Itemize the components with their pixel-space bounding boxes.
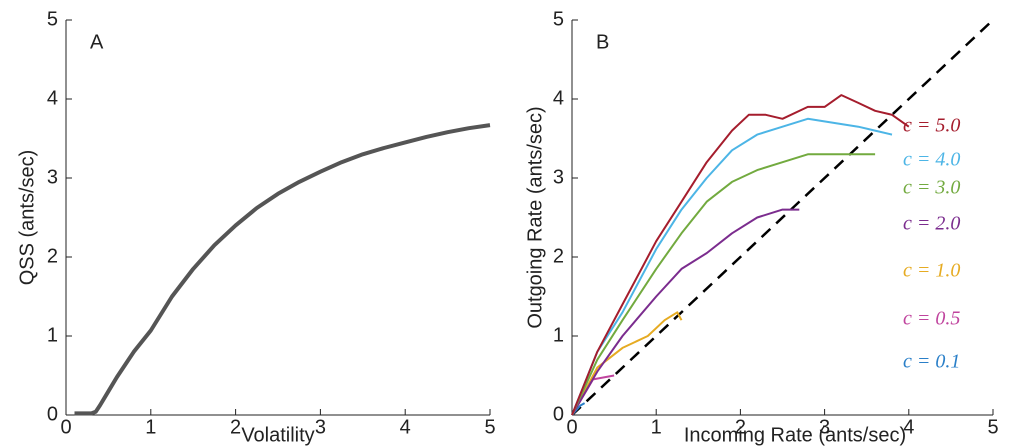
legend-label: c = 4.0 — [903, 149, 960, 171]
y-tick-label: 2 — [553, 245, 564, 267]
y-axis-label: QSS (ants/sec) — [16, 150, 38, 286]
x-tick-label: 3 — [315, 416, 326, 438]
line — [571, 94, 910, 416]
legend-label: c = 0.1 — [903, 351, 960, 373]
panel-label: A — [90, 31, 104, 53]
y-tick-label: 3 — [47, 166, 58, 188]
y-tick-label: 2 — [47, 245, 58, 267]
x-tick-label: 1 — [651, 416, 662, 438]
y-tick-label: 3 — [553, 166, 564, 188]
line — [571, 208, 800, 416]
line — [571, 117, 893, 416]
x-tick-label: 0 — [60, 416, 71, 438]
x-tick-label: 1 — [145, 416, 156, 438]
legend-label: c = 0.5 — [903, 308, 960, 330]
y-tick-label: 4 — [47, 87, 58, 109]
panel-label: B — [596, 31, 609, 53]
x-tick-label: 2 — [230, 416, 241, 438]
x-tick-label: 0 — [566, 416, 577, 438]
line — [571, 153, 876, 416]
y-tick-label: 0 — [47, 403, 58, 425]
x-tick-label: 4 — [903, 416, 914, 438]
y-axis-label: Outgoing Rate (ants/sec) — [524, 106, 546, 328]
x-tick-label: 3 — [819, 416, 830, 438]
x-axis-label: Volatility — [241, 424, 314, 446]
x-tick-label: 4 — [400, 416, 411, 438]
legend-label: c = 3.0 — [903, 177, 960, 199]
legend-label: c = 2.0 — [903, 213, 960, 235]
legend-label: c = 5.0 — [903, 115, 960, 137]
y-tick-label: 4 — [553, 87, 564, 109]
x-axis-label: Incoming Rate (ants/sec) — [684, 424, 906, 446]
legend-label: c = 1.0 — [903, 260, 960, 282]
line — [74, 123, 491, 416]
x-tick-label: 5 — [987, 416, 998, 438]
y-tick-label: 1 — [553, 324, 564, 346]
x-tick-label: 5 — [484, 416, 495, 438]
y-tick-label: 1 — [47, 324, 58, 346]
y-tick-label: 0 — [553, 403, 564, 425]
y-tick-label: 5 — [553, 8, 564, 30]
y-tick-label: 5 — [47, 8, 58, 30]
line — [571, 311, 683, 416]
x-tick-label: 2 — [735, 416, 746, 438]
reference-line — [571, 19, 994, 416]
